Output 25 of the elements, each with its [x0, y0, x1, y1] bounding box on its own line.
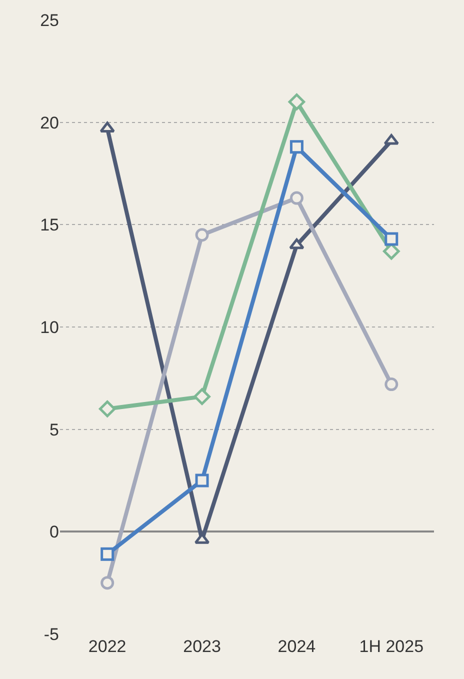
point	[98, 400, 116, 418]
point	[194, 388, 210, 405]
y-tick-label: 5	[50, 420, 59, 440]
y-tick-label: 20	[40, 113, 59, 132]
x-tick-label: 2024	[278, 637, 316, 656]
point	[289, 238, 304, 250]
point	[100, 122, 115, 132]
point	[384, 378, 398, 392]
x-tick-label: 2022	[88, 637, 126, 656]
y-tick-label: 25	[40, 10, 59, 30]
point	[288, 93, 306, 110]
x-tick-label: 2023	[183, 637, 221, 656]
point	[100, 576, 114, 590]
point	[384, 232, 398, 246]
point	[195, 474, 209, 488]
y-tick-label: 0	[50, 522, 59, 542]
point	[195, 228, 209, 242]
point	[290, 140, 304, 154]
x-tick-label: 1H 2025	[359, 637, 424, 656]
y-tick-label: -5	[44, 624, 59, 644]
point	[290, 191, 304, 205]
y-tick-label: 10	[40, 318, 59, 337]
point	[384, 134, 399, 145]
point	[100, 547, 114, 561]
y-tick-label: 15	[40, 216, 59, 235]
